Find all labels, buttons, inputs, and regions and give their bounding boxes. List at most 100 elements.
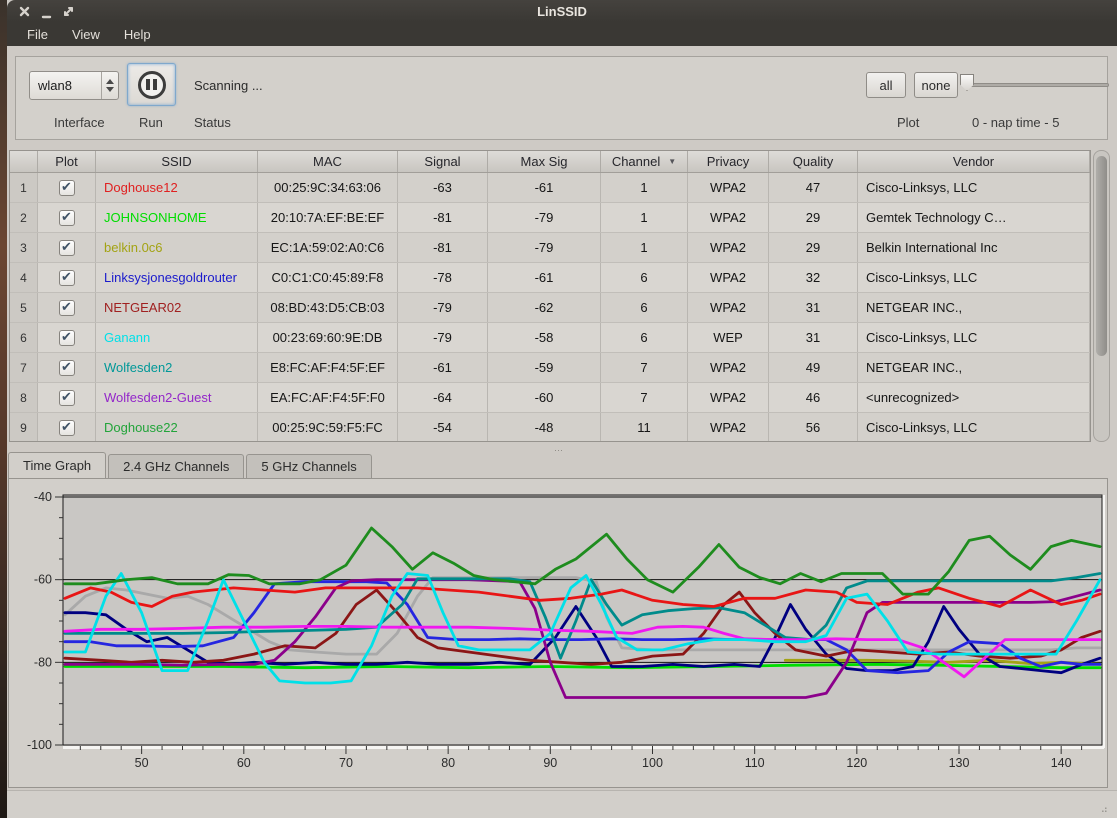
table-row[interactable]: 3 ✔ belkin.0c6 EC:1A:59:02:A0:C6 -81 -79 1 WPA2… xyxy=(10,233,1090,263)
plot-checkbox-cell[interactable]: ✔ xyxy=(38,233,96,262)
plot-checkbox-cell[interactable]: ✔ xyxy=(38,293,96,322)
ssid-cell: JOHNSONHOME xyxy=(96,203,258,232)
table-row[interactable]: 2 ✔ JOHNSONHOME 20:10:7A:EF:BE:EF -81 -79 1 WPA… xyxy=(10,203,1090,233)
column-header-privacy[interactable]: Privacy xyxy=(688,151,769,172)
signal-cell: -79 xyxy=(398,293,488,322)
nap-time-slider-handle[interactable] xyxy=(960,74,974,91)
channel-cell: 7 xyxy=(601,353,688,382)
table-row[interactable]: 7 ✔ Wolfesden2 E8:FC:AF:F4:5F:EF -61 -59 7 WPA2… xyxy=(10,353,1090,383)
plot-checkbox[interactable]: ✔ xyxy=(58,299,75,316)
tab-2-4-ghz-channels[interactable]: 2.4 GHz Channels xyxy=(108,454,245,478)
plot-checkbox-cell[interactable]: ✔ xyxy=(38,203,96,232)
plot-checkbox[interactable]: ✔ xyxy=(58,329,75,346)
ssid-cell: Doghouse22 xyxy=(96,413,258,441)
column-header-max-sig[interactable]: Max Sig xyxy=(488,151,601,172)
menubar: File View Help xyxy=(7,22,1117,46)
privacy-cell: WPA2 xyxy=(688,203,769,232)
table-row[interactable]: 4 ✔ Linksysjonesgoldrouter C0:C1:C0:45:89:F… xyxy=(10,263,1090,293)
plot-checkbox-cell[interactable]: ✔ xyxy=(38,173,96,202)
channel-cell: 6 xyxy=(601,263,688,292)
channel-cell: 6 xyxy=(601,293,688,322)
plot-checkbox[interactable]: ✔ xyxy=(58,359,75,376)
plot-checkbox-cell[interactable]: ✔ xyxy=(38,413,96,441)
column-header-channel[interactable]: Channel ▼ xyxy=(601,151,688,172)
ssid-cell: NETGEAR02 xyxy=(96,293,258,322)
pause-icon xyxy=(137,70,166,99)
plot-checkbox-cell[interactable]: ✔ xyxy=(38,353,96,382)
privacy-cell: WPA2 xyxy=(688,353,769,382)
minimize-icon[interactable] xyxy=(39,7,53,21)
plot-checkbox-cell[interactable]: ✔ xyxy=(38,383,96,412)
column-header-signal[interactable]: Signal xyxy=(398,151,488,172)
status-value: Scanning ... xyxy=(194,78,263,93)
table-row[interactable]: 5 ✔ NETGEAR02 08:BD:43:D5:CB:03 -79 -62 6 WPA2 3… xyxy=(10,293,1090,323)
table-header-corner xyxy=(10,151,38,172)
table-scrollbar-thumb[interactable] xyxy=(1096,156,1107,356)
plot-checkbox[interactable]: ✔ xyxy=(58,389,75,406)
ssid-cell: Linksysjonesgoldrouter xyxy=(96,263,258,292)
max-sig-cell: -61 xyxy=(488,263,601,292)
signal-cell: -81 xyxy=(398,203,488,232)
resize-grip-icon[interactable]: ⣠ xyxy=(1100,802,1109,813)
close-icon[interactable] xyxy=(17,4,31,18)
menu-item-help[interactable]: Help xyxy=(123,26,151,42)
quality-cell: 31 xyxy=(769,323,858,352)
graph-tabbar: Time Graph 2.4 GHz Channels 5 GHz Channels xyxy=(8,452,374,478)
desktop-wallpaper-edge xyxy=(0,0,7,818)
statusbar: ⣠ xyxy=(7,790,1117,818)
spinner-arrows-icon[interactable] xyxy=(101,72,118,99)
table-row[interactable]: 8 ✔ Wolfesden2-Guest EA:FC:AF:F4:5F:F0 -64 -6… xyxy=(10,383,1090,413)
table-row[interactable]: 9 ✔ Doghouse22 00:25:9C:59:F5:FC -54 -48 11 WPA… xyxy=(10,413,1090,441)
interface-select[interactable]: wlan8 xyxy=(29,71,119,100)
x-tick-label: 50 xyxy=(135,756,149,770)
table-row[interactable]: 1 ✔ Doghouse12 00:25:9C:34:63:06 -63 -61 1 WPA2… xyxy=(10,173,1090,203)
quality-cell: 47 xyxy=(769,173,858,202)
interface-label: Interface xyxy=(54,115,105,130)
series-network-magenta xyxy=(63,624,1102,679)
menu-item-file[interactable]: File xyxy=(27,26,48,42)
plot-checkbox[interactable]: ✔ xyxy=(58,239,75,256)
vendor-cell: Cisco-Linksys, LLC xyxy=(858,323,1090,352)
table-row[interactable]: 6 ✔ Ganann 00:23:69:60:9E:DB -79 -58 6 WEP 31 Cis… xyxy=(10,323,1090,353)
row-number: 3 xyxy=(10,233,38,262)
row-number: 6 xyxy=(10,323,38,352)
nap-time-slider-track[interactable] xyxy=(962,83,1109,87)
column-header-mac[interactable]: MAC xyxy=(258,151,398,172)
channel-cell: 1 xyxy=(601,203,688,232)
signal-cell: -63 xyxy=(398,173,488,202)
plot-none-button[interactable]: none xyxy=(914,72,958,98)
table-scrollbar[interactable] xyxy=(1093,150,1110,442)
column-header-ssid[interactable]: SSID xyxy=(96,151,258,172)
plot-checkbox[interactable]: ✔ xyxy=(58,209,75,226)
plot-checkbox[interactable]: ✔ xyxy=(58,419,75,436)
vendor-cell: Cisco-Linksys, LLC xyxy=(858,263,1090,292)
plot-checkbox[interactable]: ✔ xyxy=(58,269,75,286)
menu-item-view[interactable]: View xyxy=(71,26,100,42)
tab-5-ghz-channels[interactable]: 5 GHz Channels xyxy=(246,454,372,478)
plot-checkbox[interactable]: ✔ xyxy=(58,179,75,196)
interface-select-value: wlan8 xyxy=(38,78,72,93)
channel-cell: 6 xyxy=(601,323,688,352)
linssid-window: LinSSID File View Help wlan8 Scanning ... … xyxy=(7,0,1117,818)
column-header-quality[interactable]: Quality xyxy=(769,151,858,172)
x-tick-label: 60 xyxy=(237,756,251,770)
plot-all-button[interactable]: all xyxy=(866,72,906,98)
column-header-plot[interactable]: Plot xyxy=(38,151,96,172)
maximize-icon[interactable] xyxy=(61,4,75,18)
privacy-cell: WPA2 xyxy=(688,293,769,322)
table-header-row: Plot SSID MAC Signal Max Sig Channel ▼ Privacy Q… xyxy=(10,151,1090,173)
networks-table: Plot SSID MAC Signal Max Sig Channel ▼ Privacy Q… xyxy=(9,150,1091,442)
series-Linksysjonesgoldrouter xyxy=(63,580,1102,675)
column-header-vendor[interactable]: Vendor xyxy=(858,151,1090,172)
plot-checkbox-cell[interactable]: ✔ xyxy=(38,323,96,352)
status-label: Status xyxy=(194,115,231,130)
quality-cell: 29 xyxy=(769,233,858,262)
run-pause-button[interactable] xyxy=(127,63,176,106)
x-tick-label: 130 xyxy=(949,756,970,770)
x-tick-label: 120 xyxy=(846,756,867,770)
splitter-handle[interactable]: ⋯ xyxy=(554,445,564,455)
max-sig-cell: -59 xyxy=(488,353,601,382)
plot-checkbox-cell[interactable]: ✔ xyxy=(38,263,96,292)
tab-time-graph[interactable]: Time Graph xyxy=(8,452,107,478)
ssid-cell: Ganann xyxy=(96,323,258,352)
